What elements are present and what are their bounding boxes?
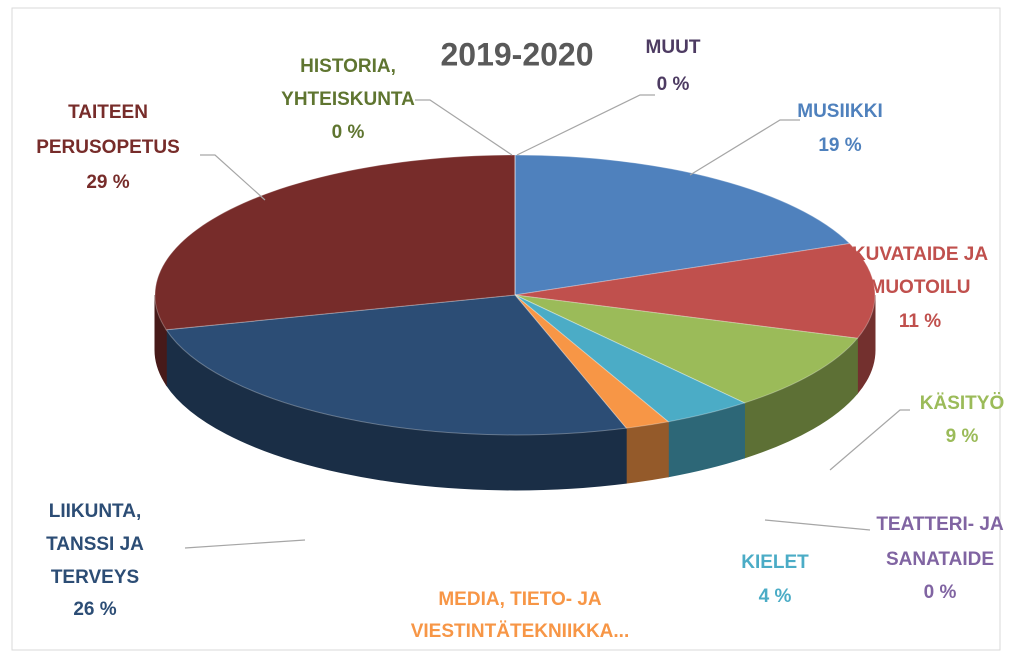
leader-line xyxy=(516,94,655,156)
category-label: VIESTINTÄTEKNIIKKA... xyxy=(411,621,630,642)
value-label: 4 % xyxy=(759,586,792,607)
slice xyxy=(514,294,859,404)
category-label: TAITEEN xyxy=(68,102,148,123)
value-label: 26 % xyxy=(73,599,116,620)
slice-side xyxy=(154,294,167,387)
category-label: PERUSOPETUS xyxy=(36,137,180,158)
category-label: KÄSITYÖ xyxy=(920,393,1004,414)
value-label: 11 % xyxy=(899,311,941,332)
value-label: 19 % xyxy=(818,135,861,156)
category-label: YHTEISKUNTA xyxy=(281,89,415,110)
slice xyxy=(165,294,628,436)
slice xyxy=(514,154,851,296)
category-label: MUOTOILU xyxy=(870,277,971,298)
slice-side xyxy=(625,421,669,484)
value-label: 0 % xyxy=(924,582,957,603)
leader-line xyxy=(689,119,800,176)
slice xyxy=(514,294,746,423)
slice xyxy=(514,242,876,339)
category-label: TEATTERI- JA xyxy=(876,514,1004,535)
leader-line xyxy=(829,409,910,471)
category-label: MUUT xyxy=(646,37,701,58)
value-label: 9 % xyxy=(946,426,979,447)
category-label: HISTORIA, xyxy=(300,56,396,77)
category-label: KUVATAIDE JA xyxy=(852,244,988,265)
leader-line xyxy=(415,99,513,156)
slice xyxy=(154,154,516,331)
value-label: 29 % xyxy=(86,172,129,193)
category-label: SANATAIDE xyxy=(886,549,994,570)
category-label: KIELET xyxy=(741,552,809,573)
leader-line xyxy=(200,154,266,201)
leader-line xyxy=(764,519,871,531)
chart-title: 2019-2020 xyxy=(440,36,593,72)
slice xyxy=(514,294,670,429)
value-label: 0 % xyxy=(657,74,690,95)
category-label: MUSIIKKI xyxy=(797,101,883,122)
value-label: 0 % xyxy=(332,122,365,143)
category-label: TERVEYS xyxy=(51,567,139,588)
category-label: TANSSI JA xyxy=(46,534,144,555)
leader-line xyxy=(184,539,306,549)
category-label: MEDIA, TIETO- JA xyxy=(438,589,602,610)
category-label: LIIKUNTA, xyxy=(49,501,142,522)
